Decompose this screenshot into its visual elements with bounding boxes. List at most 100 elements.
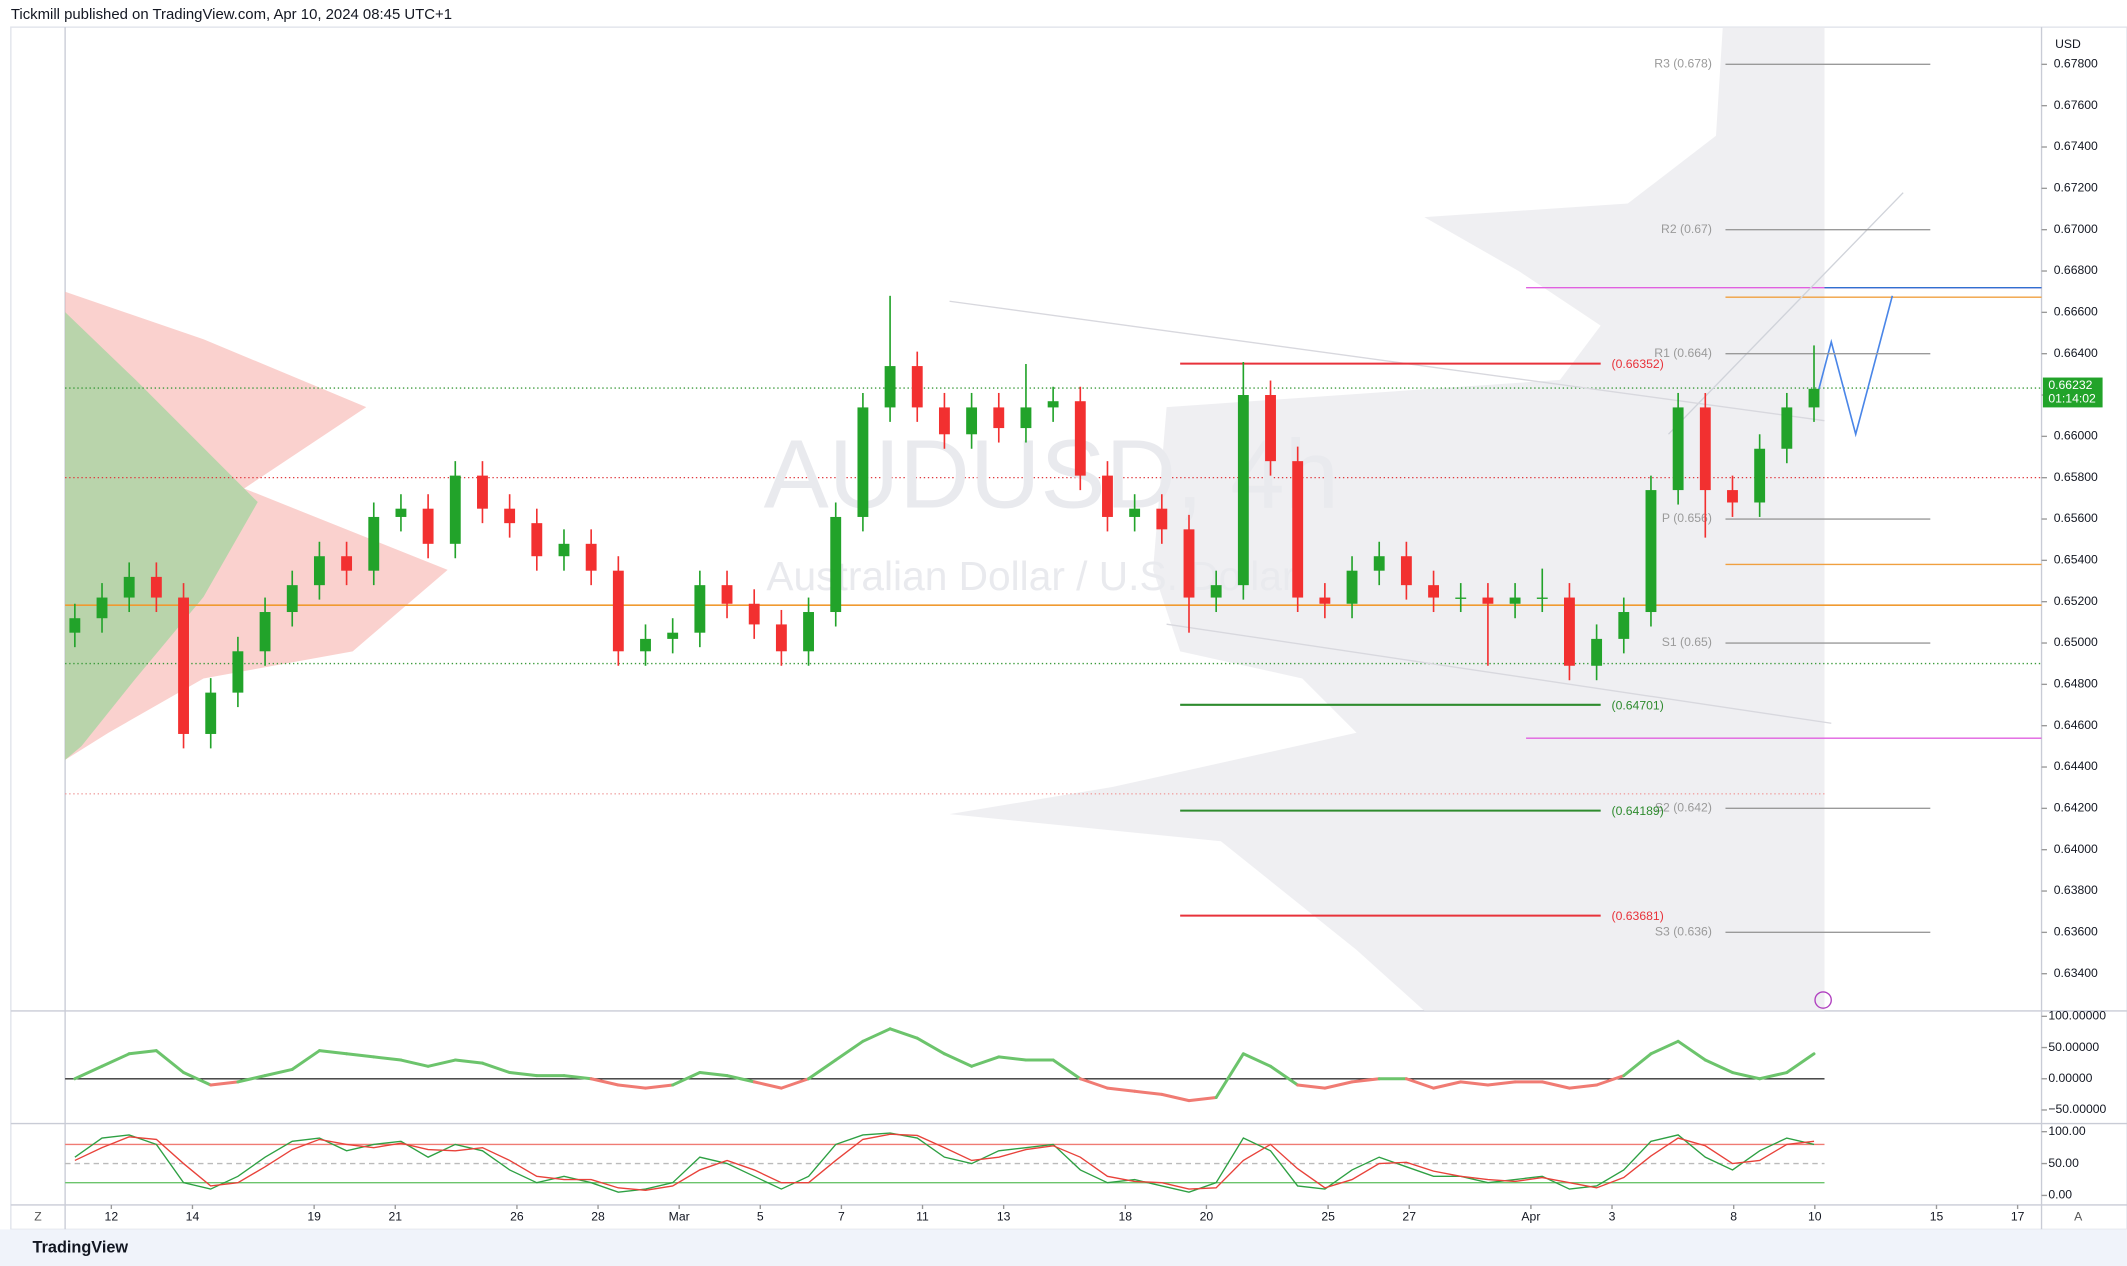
last-price-label: 0.66232	[2048, 378, 2092, 392]
oscillator-segment	[725, 1074, 756, 1084]
x-tick-label: 20	[1200, 1209, 1214, 1223]
oscillator-segment	[345, 1052, 376, 1059]
oscillator-segment	[1622, 1052, 1653, 1078]
y-tick-label: 0.67600	[2054, 98, 2098, 112]
x-tick-label: 10	[1808, 1209, 1822, 1223]
candle-body	[1564, 597, 1575, 666]
footer-brand: TradingView	[33, 1239, 129, 1257]
level-label: (0.64701)	[1612, 698, 1664, 712]
oscillator-segment	[508, 1071, 539, 1078]
candle-body	[1536, 597, 1548, 599]
candle-body	[1129, 508, 1141, 517]
oscillator-segment	[1703, 1058, 1734, 1075]
oscillator-segment	[154, 1049, 186, 1075]
candle-body	[504, 508, 516, 524]
candle-body	[667, 632, 679, 639]
x-tick-label: 19	[307, 1209, 321, 1223]
x-tick-label: Mar	[669, 1209, 690, 1223]
oscillator-segment	[1105, 1086, 1137, 1093]
candle-body	[721, 585, 733, 604]
oscillator-segment	[1241, 1052, 1273, 1068]
candle-body	[477, 475, 488, 509]
oscillator-segment	[1051, 1058, 1082, 1081]
footer-bar	[0, 1229, 2127, 1266]
candle-body	[640, 638, 651, 652]
oscillator-segment	[779, 1077, 811, 1090]
countdown-label: 01:14:02	[2048, 391, 2096, 405]
y-tick-label: 0.67400	[2054, 139, 2098, 153]
oscillator-segment	[942, 1052, 974, 1068]
level-label: (0.63681)	[1612, 909, 1664, 923]
y-tick-label: 0.63600	[2054, 925, 2098, 939]
y-tick-label: −50.00000	[2048, 1102, 2106, 1116]
x-tick-label: 15	[1930, 1209, 1944, 1223]
pivot-label: R1 (0.664)	[1654, 346, 1712, 360]
candle-body	[449, 475, 461, 544]
oscillator-segment	[915, 1036, 946, 1056]
y-tick-label: 50.00	[2048, 1156, 2079, 1170]
x-tick-label: 11	[916, 1209, 929, 1223]
candle-body	[775, 624, 787, 652]
y-tick-label: 0.64200	[2054, 801, 2098, 815]
y-tick-label: 0.67800	[2054, 57, 2098, 71]
oscillator-segment	[562, 1074, 593, 1081]
y-tick-label: 0.65000	[2054, 635, 2098, 649]
oscillator-segment	[209, 1080, 240, 1087]
watermark-subtitle: Australian Dollar / U.S. Dollar	[766, 553, 1295, 599]
x-tick-label: 7	[838, 1209, 845, 1223]
y-tick-label: 0.63800	[2054, 883, 2098, 897]
corner-label: Z	[34, 1209, 42, 1223]
y-tick-label: 50.00000	[2048, 1040, 2099, 1054]
candle-body	[1754, 448, 1766, 503]
candle-body	[96, 597, 108, 619]
oscillator-segment	[888, 1027, 919, 1040]
stochastic-line	[74, 1133, 1815, 1191]
x-tick-label: 8	[1730, 1209, 1737, 1223]
x-tick-label: 12	[105, 1209, 119, 1223]
candle-body	[1428, 585, 1439, 598]
y-tick-label: 0.64000	[2054, 842, 2098, 856]
oscillator-segment	[127, 1049, 158, 1056]
candle-body	[1047, 401, 1059, 408]
pivot-label: R2 (0.67)	[1661, 222, 1712, 236]
y-tick-label: 0.64400	[2054, 759, 2098, 773]
oscillator-segment	[1540, 1080, 1571, 1090]
oscillator-segment	[997, 1055, 1028, 1062]
x-tick-label: 21	[388, 1209, 402, 1223]
oscillator-segment	[1567, 1083, 1599, 1090]
currency-label: USD	[2055, 37, 2081, 51]
y-tick-label: 0.67000	[2054, 222, 2098, 236]
x-tick-label: 18	[1119, 1209, 1133, 1223]
candle-body	[1482, 597, 1494, 604]
candle-body	[612, 570, 624, 652]
level-label: (0.64189)	[1612, 804, 1664, 818]
candle-body	[1699, 407, 1711, 491]
candle-body	[1237, 395, 1249, 586]
candle-body	[1020, 407, 1032, 429]
pivot-label: S3 (0.636)	[1655, 925, 1712, 939]
candle-body	[232, 651, 244, 693]
candle-body	[1672, 407, 1684, 491]
candle-body	[313, 556, 325, 586]
oscillator-segment	[236, 1074, 267, 1084]
last-price-box	[2042, 377, 2103, 408]
candle-body	[178, 597, 189, 734]
oscillator-segment	[100, 1052, 131, 1068]
oscillator-segment	[671, 1071, 702, 1087]
oscillator-segment	[290, 1049, 321, 1071]
oscillator-segment	[834, 1039, 865, 1062]
oscillator-segment	[970, 1055, 1001, 1068]
oscillator-segment	[1676, 1039, 1707, 1062]
candle-body	[938, 407, 950, 435]
pivot-label: S2 (0.642)	[1655, 801, 1712, 815]
candle-body	[286, 585, 298, 613]
oscillator-segment	[426, 1058, 457, 1068]
oscillator-segment	[1296, 1083, 1327, 1090]
x-tick-label: 28	[591, 1209, 605, 1223]
oscillator-segment	[752, 1080, 783, 1090]
candle-body	[1102, 475, 1113, 517]
candle-body	[368, 516, 380, 571]
oscillator-segment	[1785, 1052, 1816, 1075]
oscillator-segment	[1459, 1080, 1490, 1087]
